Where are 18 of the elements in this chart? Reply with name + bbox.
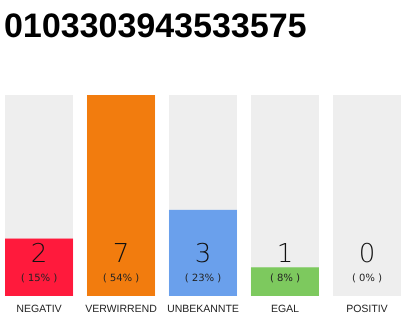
data-label: 2 — [30, 239, 48, 269]
chart-title: 0103303943533575 — [4, 7, 307, 45]
x-tick-label: POSITIV — [346, 303, 388, 315]
annotation: ( 0% ) — [352, 273, 382, 284]
annotation: ( 15% ) — [20, 273, 58, 284]
data-label: 7 — [112, 239, 130, 269]
annotation: ( 23% ) — [184, 273, 222, 284]
x-tick-label: UNBEKANNTE — [167, 303, 239, 315]
bar — [250, 267, 320, 296]
x-tick-label: EGAL — [270, 303, 300, 315]
annotation: ( 54% ) — [102, 273, 140, 284]
bar — [86, 95, 156, 296]
data-label: 1 — [276, 239, 294, 269]
data-label: 0 — [358, 239, 376, 269]
x-tick-label: NEGATIV — [16, 303, 62, 315]
x-tick-label: VERWIRREND — [85, 303, 158, 315]
data-label: 3 — [194, 239, 212, 269]
annotation: ( 8% ) — [270, 273, 300, 284]
